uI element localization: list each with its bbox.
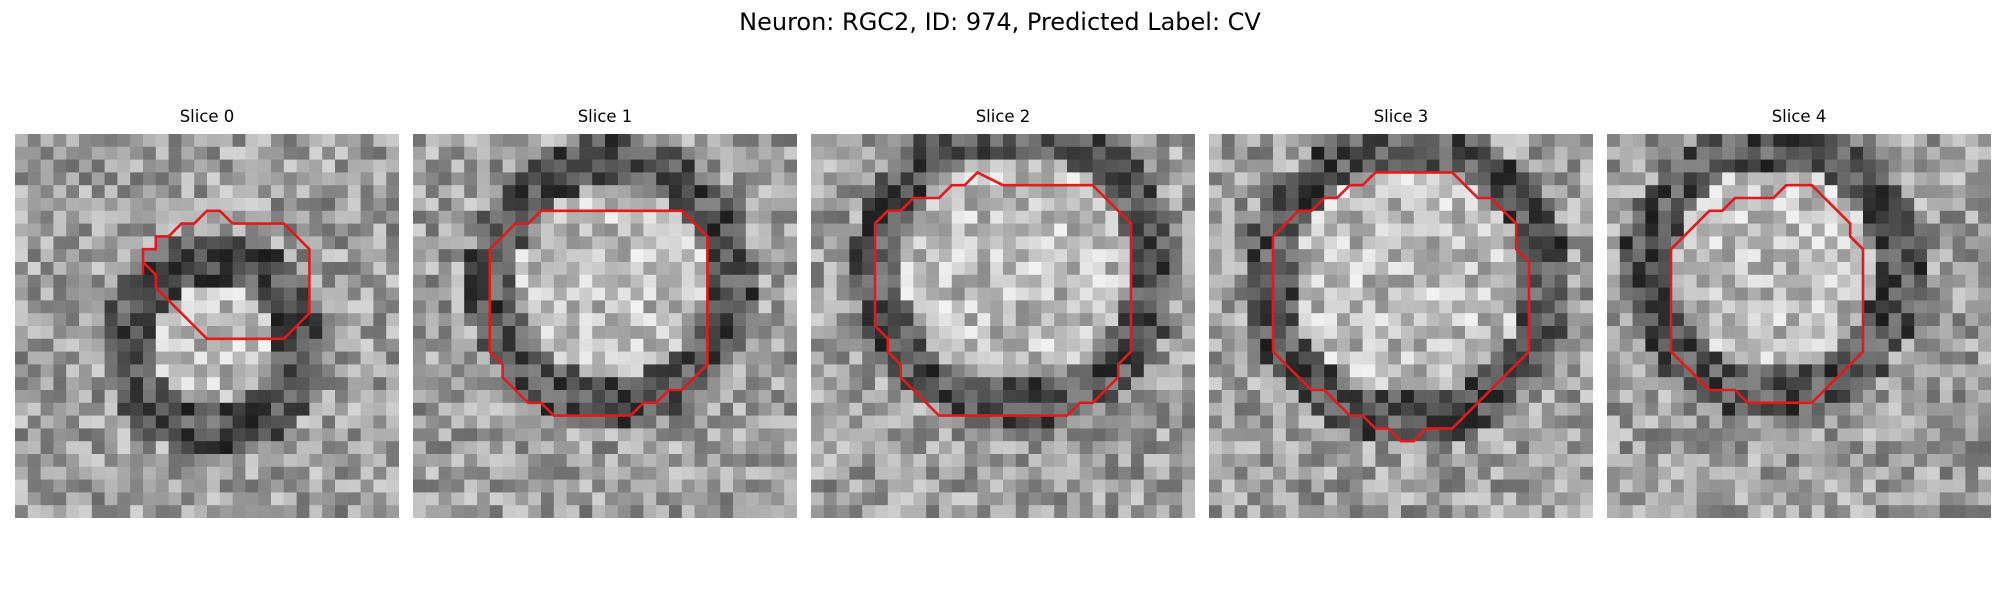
panel-title: Slice 4 [1771, 107, 1827, 126]
segmentation-contour [873, 170, 1133, 417]
panel-title: Slice 2 [975, 107, 1031, 126]
slice-image [413, 134, 797, 518]
figure-title: Neuron: RGC2, ID: 974, Predicted Label: … [739, 8, 1261, 36]
micrograph-texture [1607, 134, 1991, 518]
slice-image [1607, 134, 1991, 518]
micrograph-texture [413, 134, 797, 518]
slice-image [1209, 134, 1593, 518]
segmentation-contour [141, 209, 311, 341]
panel-title: Slice 1 [577, 107, 633, 126]
micrograph-texture [1209, 134, 1593, 518]
segmentation-contour [1669, 183, 1865, 405]
panel-title: Slice 0 [179, 107, 235, 126]
slice-image [15, 134, 399, 518]
segmentation-contour [1271, 171, 1531, 443]
micrograph-texture [15, 134, 399, 518]
micrograph-texture [811, 134, 1195, 518]
slice-image [811, 134, 1195, 518]
panel-title: Slice 3 [1373, 107, 1429, 126]
segmentation-contour [488, 209, 709, 417]
